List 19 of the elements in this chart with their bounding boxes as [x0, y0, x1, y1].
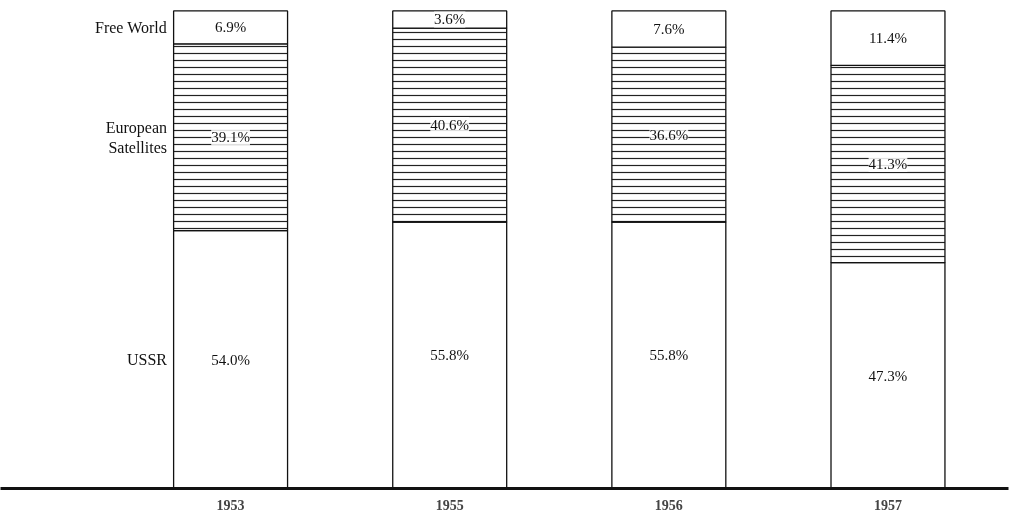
- data-label: 39.1%: [211, 129, 250, 146]
- data-label: 6.9%: [214, 19, 247, 36]
- series-label: European Satellites: [105, 118, 168, 156]
- data-label: 47.3%: [868, 367, 908, 384]
- x-tick-label: 1955: [435, 497, 464, 512]
- data-label: 11.4%: [868, 30, 908, 47]
- data-label: 7.6%: [653, 21, 685, 38]
- x-tick-label: 1957: [873, 497, 902, 512]
- data-label: 55.8%: [430, 347, 470, 364]
- data-label: 36.6%: [649, 126, 689, 143]
- data-label: 54.0%: [211, 351, 250, 368]
- data-label: 3.6%: [434, 11, 466, 28]
- x-tick-label: 1953: [216, 497, 245, 512]
- data-label: 40.6%: [430, 117, 470, 134]
- x-tick-label: 1956: [654, 497, 683, 512]
- data-label: 55.8%: [649, 347, 689, 364]
- series-label: USSR: [127, 351, 168, 369]
- series-label: Free World: [95, 18, 167, 36]
- data-label: 41.3%: [868, 155, 908, 172]
